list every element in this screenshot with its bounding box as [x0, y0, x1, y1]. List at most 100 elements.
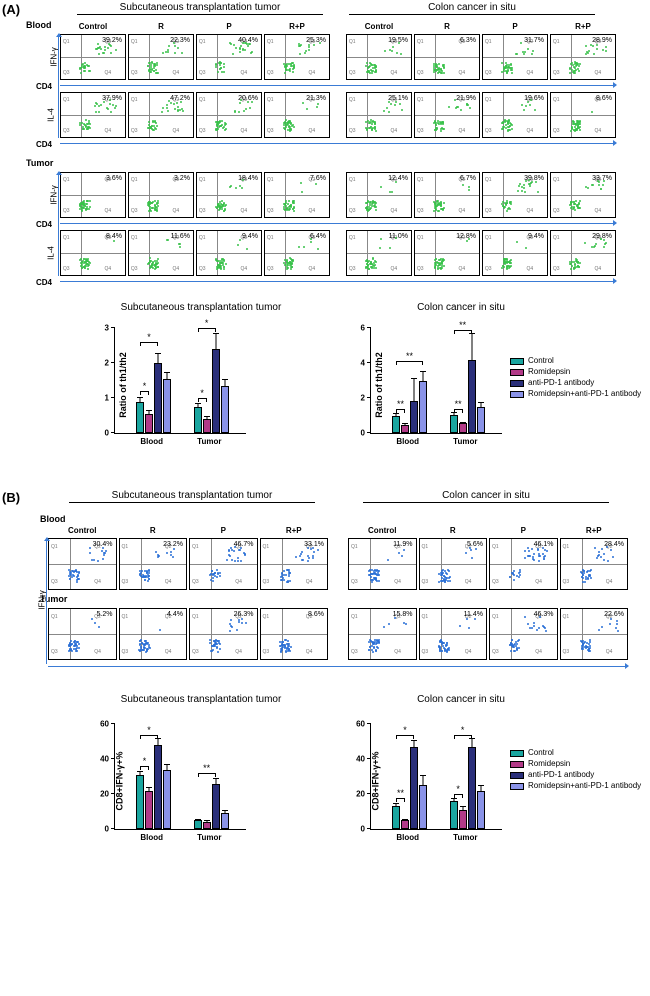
bar: [459, 810, 467, 829]
bar: [221, 386, 229, 433]
a-tumor-il4-ylabel: IL-4: [46, 246, 55, 260]
legend-label: Romidepsin+anti-PD-1 antibody: [528, 389, 641, 399]
condition-label: Control: [48, 526, 117, 535]
legend-swatch: [510, 358, 524, 365]
bar-group-label: Tumor: [453, 437, 477, 446]
legend-item: Romidepsin: [510, 759, 641, 769]
legend-label: Control: [528, 356, 554, 366]
flow-dotplot: Q1Q2Q3Q48.6%: [260, 608, 329, 660]
condition-label: R+P: [264, 22, 330, 31]
legend-swatch: [510, 750, 524, 757]
legend-swatch: [510, 369, 524, 376]
bar-group-label: Tumor: [453, 833, 477, 842]
legend-b: ControlRomidepsinanti-PD-1 antibodyRomid…: [510, 748, 641, 792]
flow-dotplot: Q1Q2Q3Q46.3%: [414, 34, 480, 80]
a-blood-situ-il4: Q1Q2Q3Q425.1%Q1Q2Q3Q421.9%Q1Q2Q3Q419.6%Q…: [346, 92, 616, 138]
legend-swatch: [510, 783, 524, 790]
b-bar-situ-heading: Colon cancer in situ: [356, 694, 566, 705]
flow-dotplot: Q1Q2Q3Q420.6%: [196, 92, 262, 138]
legend-label: Control: [528, 748, 554, 758]
significance-marker: *: [403, 725, 407, 735]
flow-dotplot: Q1Q2Q3Q411.9%: [348, 538, 417, 590]
legend-item: Romidepsin+anti-PD-1 antibody: [510, 781, 641, 791]
flow-dotplot: Q1Q2Q3Q44.4%: [119, 608, 188, 660]
bar: [203, 822, 211, 829]
a-barplot-subq: Ratio of th1/th2 0123BloodTumor****: [86, 320, 306, 450]
bar: [401, 820, 409, 829]
condition-label: R: [414, 22, 480, 31]
panel-b-heading-situ: Colon cancer in situ: [358, 490, 614, 501]
flow-dotplot: Q1Q2Q3Q433.7%: [550, 172, 616, 218]
flow-dotplot: Q1Q2Q3Q48.6%: [550, 92, 616, 138]
legend-label: Romidepsin: [528, 367, 570, 377]
flow-dotplot: Q1Q2Q3Q428.4%: [560, 538, 629, 590]
panel-b-heading-subq: Subcutaneous transplantation tumor: [64, 490, 320, 501]
flow-dotplot: Q1Q2Q3Q425.3%: [264, 34, 330, 80]
bar: [410, 747, 418, 829]
legend-item: Control: [510, 356, 641, 366]
significance-marker: *: [205, 318, 209, 328]
panel-a-label: (A): [2, 2, 20, 17]
bar-group-label: Tumor: [197, 437, 221, 446]
bar: [459, 423, 467, 433]
condition-label: R+P: [260, 526, 329, 535]
flow-dotplot: Q1Q2Q3Q422.3%: [128, 34, 194, 80]
flow-dotplot: Q1Q2Q3Q439.8%: [482, 172, 548, 218]
significance-marker: *: [461, 725, 465, 735]
flow-dotplot: Q1Q2Q3Q447.2%: [128, 92, 194, 138]
flow-dotplot: Q1Q2Q3Q411.6%: [128, 230, 194, 276]
significance-marker: **: [406, 351, 413, 361]
condition-label: P: [196, 22, 262, 31]
panel-a-heading-subq: Subcutaneous transplantation tumor: [72, 2, 328, 13]
flow-dotplot: Q1Q2Q3Q428.9%: [550, 34, 616, 80]
significance-marker: **: [455, 399, 462, 409]
panel-a-heading-situ: Colon cancer in situ: [344, 2, 600, 13]
flow-dotplot: Q1Q2Q3Q43.6%: [60, 172, 126, 218]
bar: [194, 407, 202, 433]
bar-group-label: Blood: [140, 437, 163, 446]
flow-dotplot: Q1Q2Q3Q430.4%: [48, 538, 117, 590]
flow-dotplot: Q1Q2Q3Q439.2%: [60, 34, 126, 80]
condition-label: P: [482, 22, 548, 31]
a-blood-subq-ifng: Q1Q2Q3Q439.2%Q1Q2Q3Q422.3%Q1Q2Q3Q440.4%Q…: [60, 34, 330, 80]
legend-swatch: [510, 761, 524, 768]
a-tumor-subq-ifng: Q1Q2Q3Q43.6%Q1Q2Q3Q43.2%Q1Q2Q3Q418.4%Q1Q…: [60, 172, 330, 218]
bar-group-label: Blood: [140, 833, 163, 842]
flow-dotplot: Q1Q2Q3Q48.4%: [60, 230, 126, 276]
bar: [410, 401, 418, 433]
flow-dotplot: Q1Q2Q3Q412.8%: [414, 230, 480, 276]
bar: [419, 785, 427, 829]
flow-dotplot: Q1Q2Q3Q421.3%: [264, 92, 330, 138]
condition-label: R+P: [550, 22, 616, 31]
a-bar-subq-heading: Subcutaneous transplantation tumor: [96, 302, 306, 313]
bar: [212, 349, 220, 433]
a-tumor-situ-il4: Q1Q2Q3Q411.0%Q1Q2Q3Q412.8%Q1Q2Q3Q49.4%Q1…: [346, 230, 616, 276]
legend-swatch: [510, 380, 524, 387]
legend-a: ControlRomidepsinanti-PD-1 antibodyRomid…: [510, 356, 641, 400]
bar: [450, 415, 458, 433]
condition-label: Control: [346, 22, 412, 31]
bar: [392, 416, 400, 434]
bar: [468, 360, 476, 434]
flow-dotplot: Q1Q2Q3Q422.6%: [560, 608, 629, 660]
bar: [154, 745, 162, 829]
condition-label: P: [489, 526, 558, 535]
bar: [401, 425, 409, 433]
flow-dotplot: Q1Q2Q3Q46.7%: [414, 172, 480, 218]
bar: [392, 806, 400, 829]
bar: [221, 813, 229, 829]
flow-dotplot: Q1Q2Q3Q47.6%: [264, 172, 330, 218]
flow-dotplot: Q1Q2Q3Q411.4%: [419, 608, 488, 660]
flow-dotplot: Q1Q2Q3Q440.4%: [196, 34, 262, 80]
b-barplot-subq: CD8+IFN-γ+% 0204060BloodTumor****: [86, 716, 306, 846]
legend-item: anti-PD-1 antibody: [510, 770, 641, 780]
significance-marker: *: [200, 388, 204, 398]
panel-b-blood-label: Blood: [40, 514, 66, 524]
b-blood-situ: Q1Q2Q3Q411.9%Q1Q2Q3Q45.6%Q1Q2Q3Q446.1%Q1…: [348, 538, 628, 590]
b-bar-subq-heading: Subcutaneous transplantation tumor: [96, 694, 306, 705]
bar: [477, 791, 485, 830]
bar: [212, 784, 220, 830]
flow-dotplot: Q1Q2Q3Q418.4%: [196, 172, 262, 218]
flow-dotplot: Q1Q2Q3Q429.8%: [550, 230, 616, 276]
flow-dotplot: Q1Q2Q3Q415.8%: [348, 608, 417, 660]
